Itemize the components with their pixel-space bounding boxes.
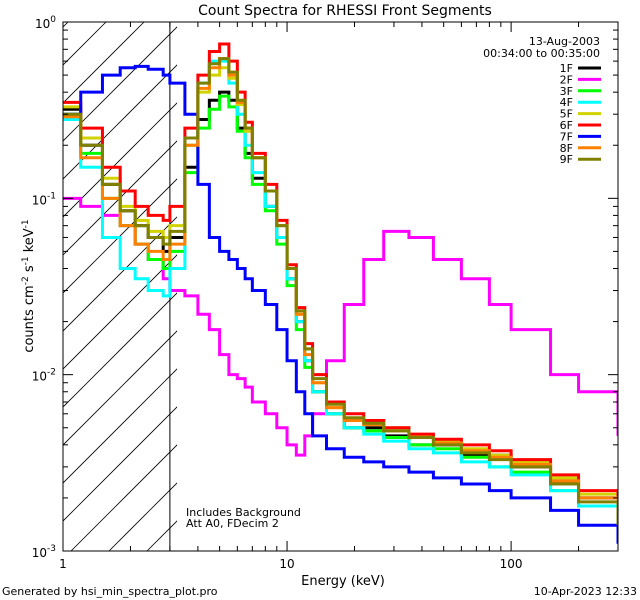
legend-label-3F: 3F	[560, 85, 573, 98]
legend-label-5F: 5F	[560, 108, 573, 121]
hatch-line	[63, 178, 177, 294]
hatch-line	[63, 254, 177, 370]
hatch-line	[63, 368, 177, 484]
series-lines	[63, 42, 618, 544]
x-tick-label: 100	[500, 557, 523, 571]
y-axis: 100 10-1 10-2 10-3	[32, 15, 618, 560]
hatch-line	[63, 216, 177, 332]
x-axis-label: Energy (keV)	[301, 574, 385, 589]
series-2F	[63, 196, 618, 457]
annotation-line: Includes Background	[186, 506, 301, 519]
legend-label-6F: 6F	[560, 119, 573, 132]
chart-title: Count Spectra for RHESSI Front Segments	[198, 3, 492, 19]
footer-date-stamp: 10-Apr-2023 12:33	[534, 585, 637, 598]
y-tick-label: 10-3	[32, 544, 56, 560]
series-6F	[63, 42, 618, 511]
y-axis-label: counts cm-2 s-1 keV-1	[21, 219, 37, 352]
x-tick-label: 10	[279, 557, 294, 571]
hatch-line	[63, 406, 177, 522]
annotation-line: Att A0, FDecim 2	[186, 517, 279, 530]
legend-label-2F: 2F	[560, 73, 573, 86]
x-tick-label: 1	[59, 557, 67, 571]
observation-date: 13-Aug-2003	[529, 35, 600, 48]
hatch-line	[63, 26, 177, 142]
y-tick-label: 10-2	[32, 368, 56, 384]
y-tick-label: 10-1	[32, 191, 56, 207]
legend-label-9F: 9F	[560, 153, 573, 166]
footer-generated-by: Generated by hsi_min_spectra_plot.pro	[2, 585, 218, 598]
series-1F	[63, 90, 618, 520]
series-9F	[63, 57, 618, 526]
legend-label-1F: 1F	[560, 62, 573, 75]
legend-label-7F: 7F	[560, 130, 573, 143]
series-7F	[63, 64, 618, 544]
x-axis: 1 10 100	[59, 22, 619, 571]
hatch-line	[63, 64, 177, 180]
hatch-line	[63, 22, 107, 66]
time-range: 00:34:00 to 00:35:00	[483, 47, 600, 60]
legend-label-4F: 4F	[560, 96, 573, 109]
legend-label-8F: 8F	[560, 142, 573, 155]
plot-frame	[62, 21, 619, 552]
series-4F	[63, 59, 618, 526]
hatch-line	[70, 444, 177, 551]
series-8F	[63, 57, 618, 520]
hatch-line	[108, 482, 177, 551]
y-tick-label: 100	[35, 15, 56, 31]
